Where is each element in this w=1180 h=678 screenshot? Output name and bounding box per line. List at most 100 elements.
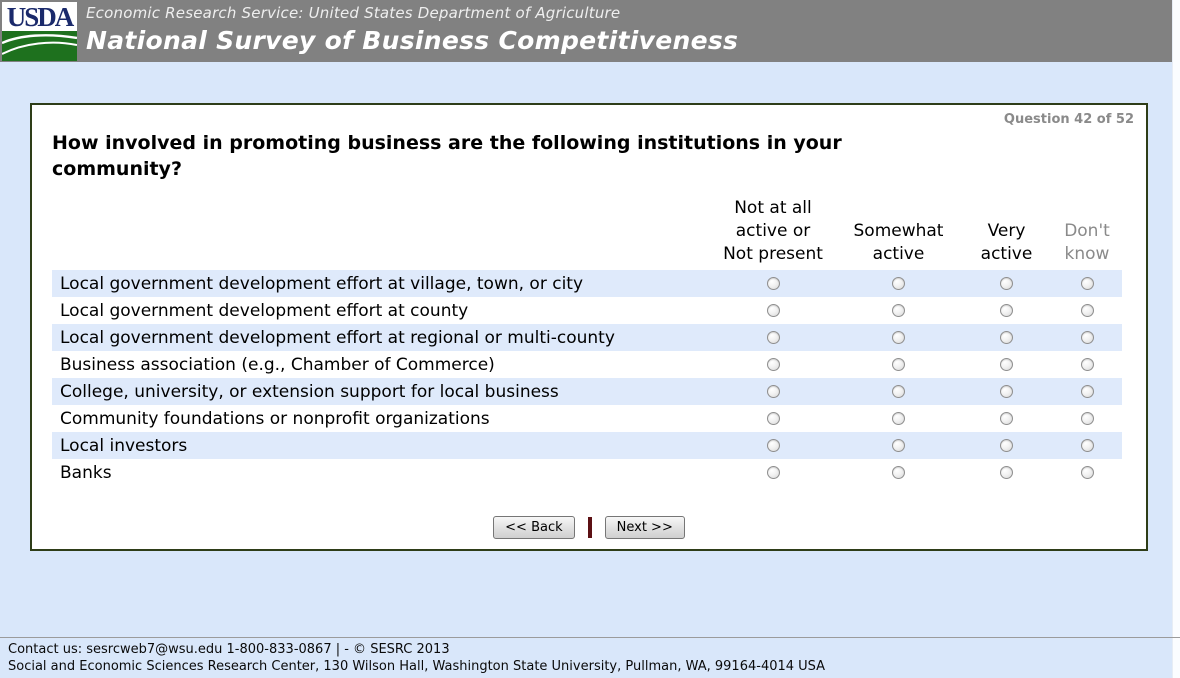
row-label: Local government development effort at r… xyxy=(60,327,615,348)
radio-row7-col0[interactable] xyxy=(766,466,780,479)
radio-cell xyxy=(1052,412,1122,425)
radio-row6-col0[interactable] xyxy=(766,439,780,452)
table-row: Local investors xyxy=(52,432,1122,459)
radio-cell xyxy=(710,358,836,371)
question-progress: Question 42 of 52 xyxy=(1003,112,1134,127)
radio-row0-col1[interactable] xyxy=(892,277,905,290)
radio-row1-col2[interactable] xyxy=(1000,304,1013,317)
radio-cell xyxy=(1052,331,1122,344)
radio-row5-col1[interactable] xyxy=(892,412,905,425)
radio-row3-col1[interactable] xyxy=(892,358,905,371)
usda-logo-text: USDA xyxy=(7,2,75,32)
radio-cell xyxy=(836,277,961,290)
radio-row3-col3[interactable] xyxy=(1080,358,1094,371)
column-header-dont-know: Don't know xyxy=(1064,221,1110,264)
radio-row0-col3[interactable] xyxy=(1080,277,1094,290)
button-separator xyxy=(587,517,592,538)
radio-cell xyxy=(961,277,1052,290)
radio-cell xyxy=(1052,466,1122,479)
back-button[interactable]: << Back xyxy=(493,516,575,539)
radio-row1-col0[interactable] xyxy=(766,304,780,317)
matrix-table: Not at all active or Not present Somewha… xyxy=(52,198,1122,486)
radio-cell xyxy=(710,277,836,290)
radio-row2-col1[interactable] xyxy=(892,331,905,344)
footer-contact-line: Contact us: sesrcweb7@wsu.edu 1-800-833-… xyxy=(8,642,450,657)
row-label: Local investors xyxy=(60,435,188,456)
radio-cell xyxy=(710,385,836,398)
column-header-not-active: Not at all active or Not present xyxy=(723,198,823,264)
radio-row6-col1[interactable] xyxy=(892,439,905,452)
radio-cell xyxy=(1052,385,1122,398)
radio-row3-col0[interactable] xyxy=(766,358,780,371)
radio-row6-col3[interactable] xyxy=(1080,439,1094,452)
radio-row4-col0[interactable] xyxy=(766,385,780,398)
table-row: Local government development effort at r… xyxy=(52,324,1122,351)
matrix-rows: Local government development effort at v… xyxy=(52,270,1122,486)
radio-cell xyxy=(836,439,961,452)
row-label: Banks xyxy=(60,462,112,483)
radio-row0-col2[interactable] xyxy=(1000,277,1013,290)
radio-row4-col2[interactable] xyxy=(1000,385,1013,398)
radio-row5-col0[interactable] xyxy=(766,412,780,425)
radio-cell xyxy=(961,439,1052,452)
table-row: Business association (e.g., Chamber of C… xyxy=(52,351,1122,378)
radio-cell xyxy=(1052,277,1122,290)
radio-cell xyxy=(961,331,1052,344)
radio-row2-col3[interactable] xyxy=(1080,331,1094,344)
radio-row5-col3[interactable] xyxy=(1080,412,1094,425)
question-panel: Question 42 of 52 How involved in promot… xyxy=(30,103,1148,551)
radio-cell xyxy=(961,358,1052,371)
row-label: Business association (e.g., Chamber of C… xyxy=(60,354,495,375)
column-header-very-active: Very active xyxy=(980,221,1033,264)
radio-cell xyxy=(710,304,836,317)
radio-cell xyxy=(836,412,961,425)
page-footer: Contact us: sesrcweb7@wsu.edu 1-800-833-… xyxy=(0,637,1180,675)
radio-row5-col2[interactable] xyxy=(1000,412,1013,425)
radio-cell xyxy=(961,385,1052,398)
radio-row7-col2[interactable] xyxy=(1000,466,1013,479)
footer-address-line: Social and Economic Sciences Research Ce… xyxy=(8,658,826,674)
radio-cell xyxy=(836,358,961,371)
radio-cell xyxy=(710,439,836,452)
radio-cell xyxy=(1052,358,1122,371)
row-label: Local government development effort at v… xyxy=(60,273,584,294)
agency-line: Economic Research Service: United States… xyxy=(86,4,621,22)
radio-cell xyxy=(710,331,836,344)
radio-row7-col1[interactable] xyxy=(892,466,905,479)
scrollbar-track[interactable] xyxy=(1172,0,1180,678)
question-text: How involved in promoting business are t… xyxy=(52,132,842,180)
radio-cell xyxy=(710,412,836,425)
usda-logo: USDA xyxy=(1,2,78,61)
radio-row7-col3[interactable] xyxy=(1080,466,1094,479)
radio-row1-col3[interactable] xyxy=(1080,304,1094,317)
radio-cell xyxy=(710,466,836,479)
row-label: College, university, or extension suppor… xyxy=(60,381,559,402)
radio-cell xyxy=(961,466,1052,479)
radio-row4-col1[interactable] xyxy=(892,385,905,398)
matrix-header-row: Not at all active or Not present Somewha… xyxy=(52,198,1122,270)
radio-row6-col2[interactable] xyxy=(1000,439,1013,452)
radio-row0-col0[interactable] xyxy=(766,277,780,290)
survey-title: National Survey of Business Competitiven… xyxy=(86,26,739,55)
radio-cell xyxy=(836,385,961,398)
radio-row2-col2[interactable] xyxy=(1000,331,1013,344)
table-row: Local government development effort at c… xyxy=(52,297,1122,324)
navigation-row: << Back Next >> xyxy=(32,516,1146,539)
radio-row2-col0[interactable] xyxy=(766,331,780,344)
radio-cell xyxy=(961,304,1052,317)
usda-logo-image: USDA xyxy=(1,2,78,61)
radio-row4-col3[interactable] xyxy=(1080,385,1094,398)
table-row: College, university, or extension suppor… xyxy=(52,378,1122,405)
radio-row1-col1[interactable] xyxy=(892,304,905,317)
radio-cell xyxy=(836,331,961,344)
table-row: Community foundations or nonprofit organ… xyxy=(52,405,1122,432)
table-row: Banks xyxy=(52,459,1122,486)
radio-cell xyxy=(1052,304,1122,317)
next-button[interactable]: Next >> xyxy=(604,516,685,539)
column-header-somewhat-active: Somewhat active xyxy=(853,221,944,264)
radio-cell xyxy=(961,412,1052,425)
radio-cell xyxy=(836,304,961,317)
radio-cell xyxy=(1052,439,1122,452)
header-banner: USDA Economic Research Service: United S… xyxy=(0,0,1172,62)
radio-row3-col2[interactable] xyxy=(1000,358,1013,371)
